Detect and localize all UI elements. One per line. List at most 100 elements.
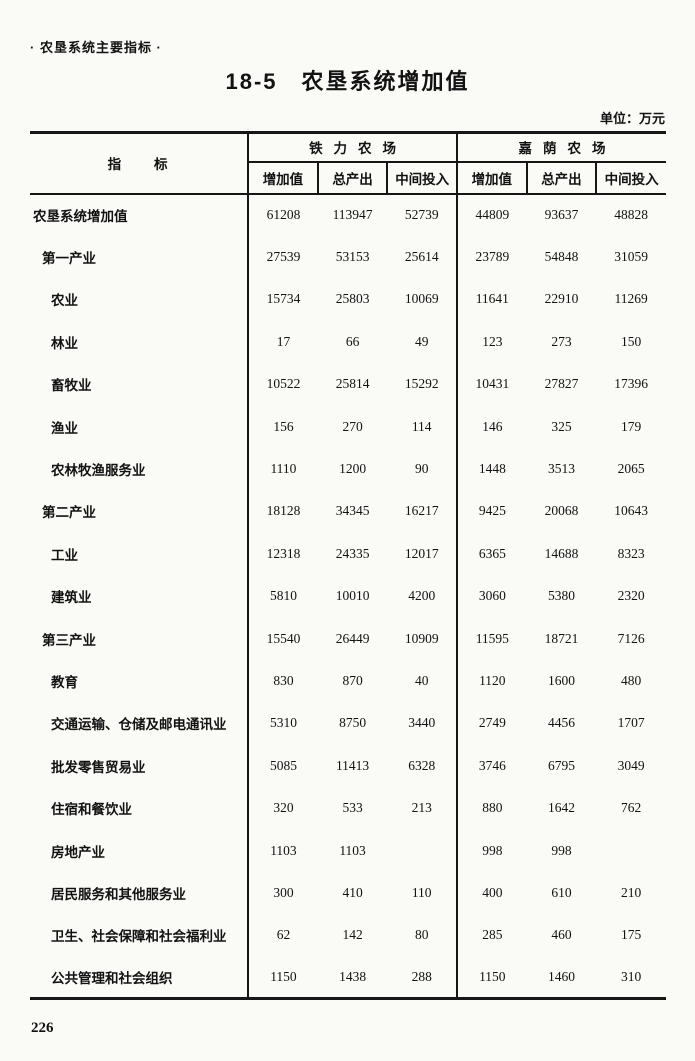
cell-value: 18721 — [544, 630, 579, 646]
cell-value: 175 — [621, 927, 642, 943]
unit-note: 单位：万元 — [599, 111, 665, 126]
cell-value: 5380 — [547, 588, 575, 604]
cell-value: 400 — [456, 871, 527, 915]
cell-value — [387, 829, 457, 871]
cell-value: 6365 — [456, 532, 527, 576]
indicator-column-header: 指 标 — [30, 132, 249, 195]
cell-value: 273 — [551, 333, 572, 349]
cell-value: 15734 — [247, 278, 318, 321]
row-label: 住宿和餐饮业 — [51, 802, 132, 818]
table-row: 建筑业 5810 10010 4200 3060 5380 2320 — [30, 575, 666, 618]
cell-value: 17396 — [614, 376, 648, 392]
cell-value: 123 — [456, 320, 527, 364]
table-row: 农林牧渔服务业 1110 1200 90 1448 3513 2065 — [30, 447, 666, 491]
group-header-tieli-farm: 铁力农场 — [247, 132, 457, 163]
cell-value: 1103 — [339, 842, 366, 858]
row-label: 渔业 — [51, 420, 78, 436]
cell-value: 54848 — [544, 249, 579, 265]
cell-value: 179 — [621, 418, 642, 434]
cell-value: 3513 — [547, 461, 575, 477]
cell-value: 23789 — [456, 235, 527, 279]
table-row: 公共管理和社会组织 1150 1438 288 1150 1460 310 — [30, 956, 666, 999]
cell-value: 66 — [345, 333, 360, 349]
table-row: 第一产业 27539 53153 25614 23789 54848 31059 — [30, 235, 666, 279]
cell-value: 49 — [414, 333, 429, 349]
cell-value: 410 — [342, 884, 363, 900]
cell-value: 150 — [621, 333, 642, 349]
row-label: 建筑业 — [51, 590, 92, 606]
cell-value: 52739 — [404, 207, 439, 223]
cell-value: 1110 — [247, 447, 318, 491]
cell-value: 870 — [342, 672, 363, 688]
column-header-added-value: 增加值 — [247, 161, 318, 195]
table-row: 第二产业 18128 34345 16217 9425 20068 10643 — [30, 490, 666, 533]
cell-value: 3440 — [408, 715, 436, 731]
cell-value: 6328 — [408, 757, 436, 773]
cell-value: 4200 — [408, 588, 436, 604]
cell-value: 113947 — [332, 207, 373, 223]
cell-value: 762 — [621, 800, 642, 816]
cell-value: 2749 — [456, 702, 527, 745]
table-row: 农垦系统增加值 61208 113947 52739 44809 93637 48828 — [30, 193, 666, 236]
page-title: 18-5 农垦系统增加值 — [225, 69, 470, 94]
cell-value: 11595 — [456, 617, 527, 660]
cell-value: 8750 — [339, 715, 367, 731]
cell-value: 25803 — [335, 291, 370, 307]
row-label: 卫生、社会保障和社会福利业 — [51, 929, 227, 945]
table-body: 农垦系统增加值 61208 113947 52739 44809 93637 48828 第一… — [30, 193, 666, 999]
column-header-intermediate-input: 中间投入 — [595, 161, 666, 195]
cell-value: 1460 — [547, 968, 575, 984]
cell-value: 270 — [342, 418, 363, 434]
cell-value: 10010 — [335, 588, 370, 604]
cell-value: 5310 — [247, 702, 318, 745]
row-label: 农业 — [51, 293, 78, 309]
cell-value: 1120 — [456, 659, 527, 703]
row-label: 房地产业 — [51, 844, 105, 860]
cell-value: 27827 — [544, 376, 579, 392]
cell-value: 5085 — [247, 744, 318, 787]
cell-value: 1150 — [456, 956, 527, 999]
cell-value: 3049 — [617, 757, 645, 773]
cell-value: 213 — [411, 800, 432, 816]
cell-value: 110 — [411, 884, 432, 900]
cell-value: 610 — [551, 884, 572, 900]
cell-value: 2065 — [617, 461, 645, 477]
row-label: 教育 — [51, 674, 78, 690]
cell-value: 2320 — [617, 588, 645, 604]
cell-value: 5810 — [247, 575, 318, 618]
row-label: 第二产业 — [42, 505, 96, 521]
cell-value: 142 — [342, 927, 363, 943]
statistics-table: 指 标 铁力农场 嘉荫农场 增加值 总产出 中间投入 增加值 总产出 中间投入 … — [30, 131, 666, 1001]
cell-value: 998 — [551, 842, 572, 858]
cell-value: 12017 — [404, 545, 439, 561]
table-header-sub-row: 增加值 总产出 中间投入 增加值 总产出 中间投入 — [30, 161, 666, 195]
cell-value: 93637 — [544, 207, 579, 223]
row-label: 工业 — [51, 547, 78, 563]
cell-value: 15292 — [404, 376, 439, 392]
cell-value: 18128 — [247, 490, 318, 533]
table-row: 交通运输、仓储及邮电通讯业 5310 8750 3440 2749 4456 1707 — [30, 702, 666, 745]
row-label: 农林牧渔服务业 — [51, 463, 146, 479]
cell-value: 11269 — [614, 291, 648, 307]
cell-value: 325 — [551, 418, 572, 434]
row-label: 畜牧业 — [51, 378, 92, 394]
cell-value: 27539 — [247, 235, 318, 279]
cell-value: 10909 — [404, 630, 439, 646]
row-label: 第三产业 — [42, 632, 96, 648]
cell-value: 12318 — [247, 532, 318, 576]
cell-value: 1707 — [617, 715, 645, 731]
column-header-intermediate-input: 中间投入 — [386, 161, 457, 195]
table-row: 居民服务和其他服务业 300 410 110 400 610 210 — [30, 871, 666, 915]
row-label: 公共管理和社会组织 — [51, 970, 173, 986]
cell-value: 320 — [247, 786, 318, 830]
cell-value: 1103 — [247, 829, 318, 872]
table-row: 畜牧业 10522 25814 15292 10431 27827 17396 — [30, 363, 666, 406]
cell-value: 533 — [342, 800, 363, 816]
cell-value: 1600 — [547, 672, 575, 688]
cell-value: 26449 — [335, 630, 370, 646]
cell-value: 9425 — [456, 490, 527, 533]
cell-value: 22910 — [544, 291, 579, 307]
cell-value: 285 — [456, 914, 527, 957]
cell-value: 8323 — [617, 545, 645, 561]
table-row: 工业 12318 24335 12017 6365 14688 8323 — [30, 532, 666, 576]
